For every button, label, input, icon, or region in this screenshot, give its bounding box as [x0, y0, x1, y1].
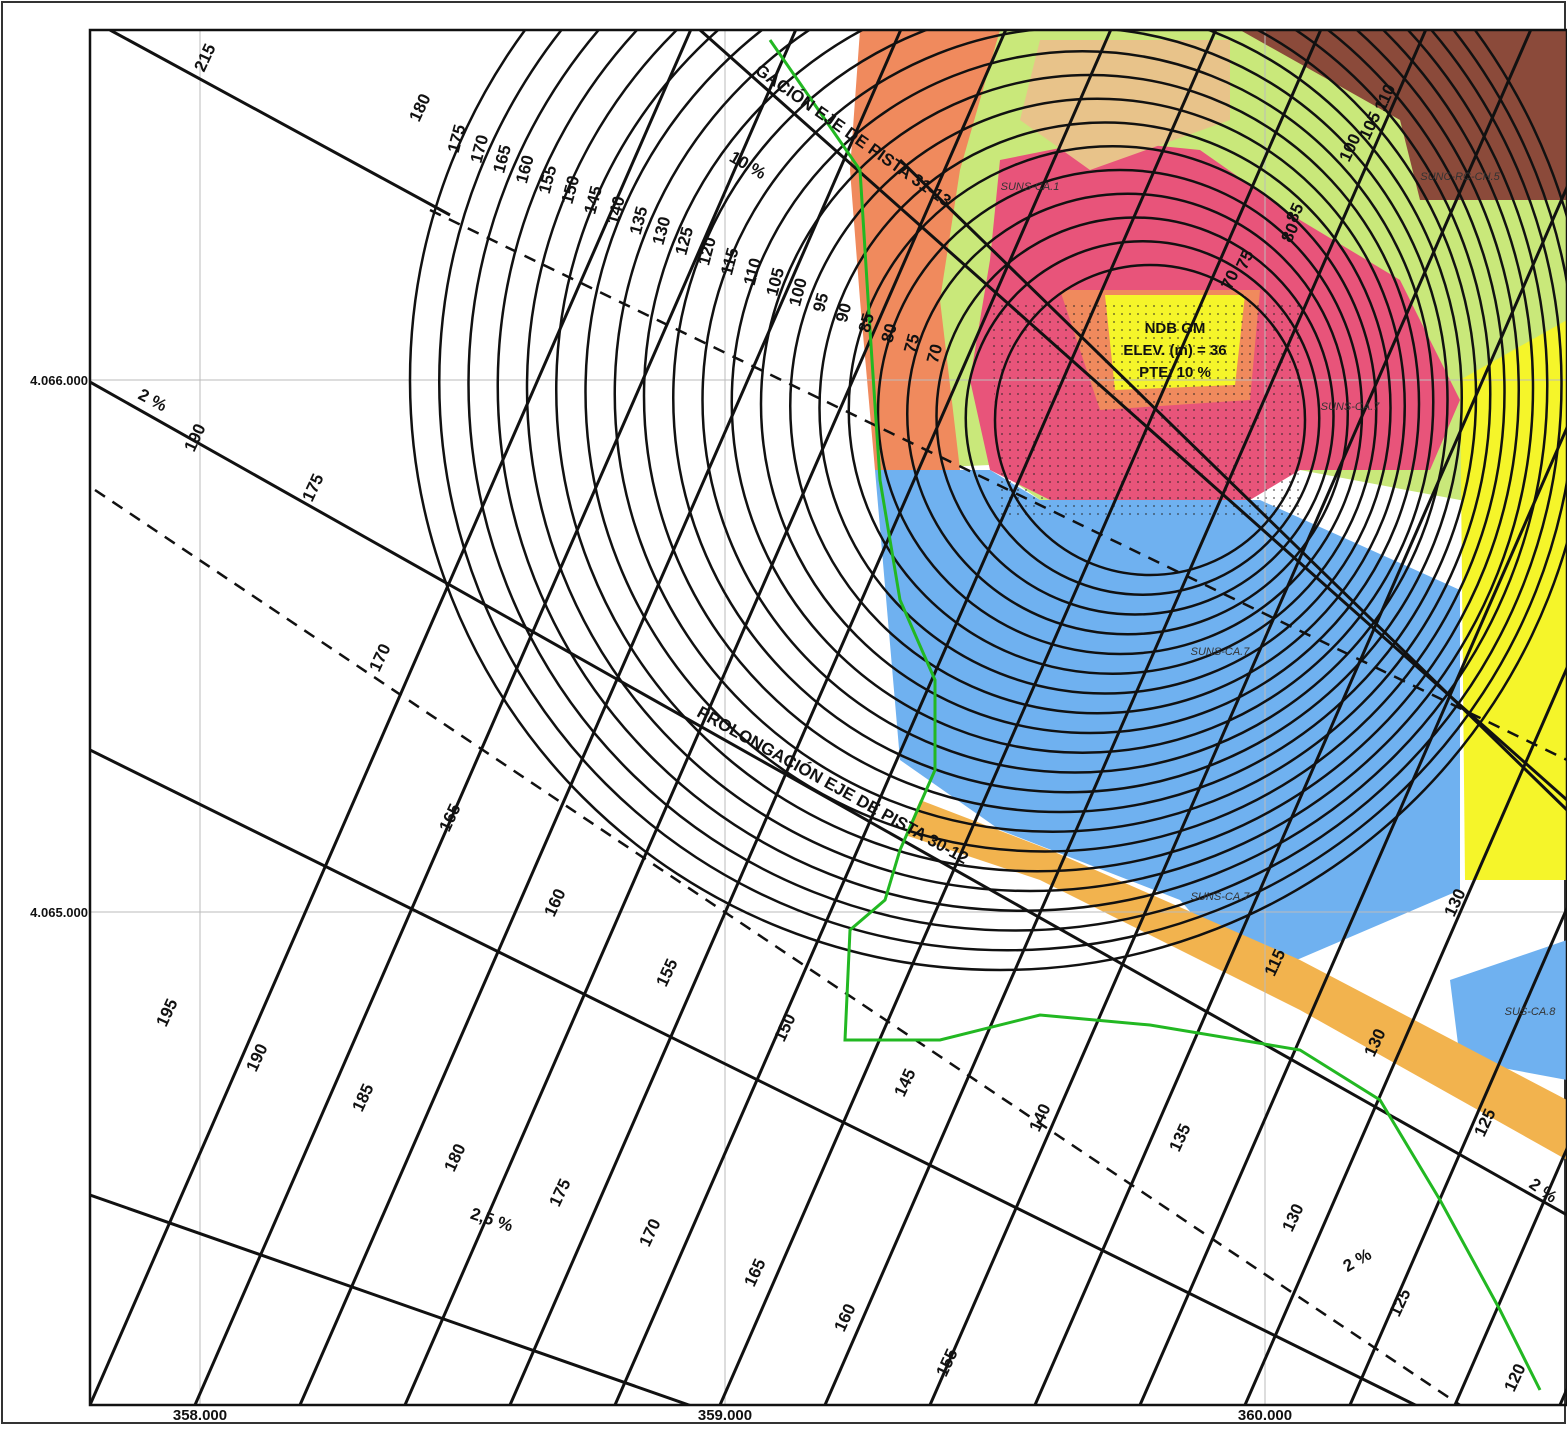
transverse-line	[1453, 1144, 1567, 1405]
ndb-label: NDB GM	[1145, 320, 1206, 337]
transverse-line	[508, 30, 1113, 1405]
ring-label: 75	[900, 332, 923, 355]
ring	[672, 30, 1463, 794]
ring	[818, 121, 1392, 695]
easting-label: 360.000	[1238, 1407, 1292, 1424]
ndb-label: ELEV. (m) = 36	[1123, 342, 1226, 359]
transverse-line	[90, 30, 693, 1405]
zone-label: SUNS-CA.7	[1321, 401, 1381, 413]
transverse-line	[1243, 664, 1567, 1405]
map-frame	[88, 28, 1567, 1407]
zone-label: SUNS-CA.7	[1191, 646, 1251, 658]
transverse-line	[298, 30, 903, 1405]
ring-label: 80	[878, 322, 901, 345]
ring	[730, 50, 1435, 754]
conical-surface-rings	[408, 30, 1567, 972]
ring	[701, 30, 1449, 774]
ring	[993, 263, 1307, 577]
ring	[613, 30, 1492, 833]
transverse-line	[823, 30, 1428, 1405]
easting-label: 359.000	[698, 1407, 752, 1424]
topo-grid	[90, 30, 1567, 1405]
ring	[584, 30, 1506, 853]
approach-surfaces	[90, 30, 1567, 1405]
transverse-line	[613, 30, 1218, 1405]
coordinate-labels: 358.000 359.000 360.000 4.066.000 4.065.000	[30, 373, 1292, 1424]
ring	[496, 30, 1549, 912]
transverse-line	[1033, 183, 1567, 1405]
ring	[876, 168, 1364, 656]
ndb-label: PTE. 10 %	[1139, 364, 1211, 381]
ring	[408, 30, 1567, 972]
northing-label: 4.065.000	[30, 905, 88, 920]
ring-label: 85	[855, 311, 878, 334]
easting-label: 358.000	[173, 1407, 227, 1424]
ring-label: 90	[832, 301, 855, 324]
ring	[789, 97, 1406, 715]
transverse-line	[403, 30, 1008, 1405]
northing-label: 4.066.000	[30, 373, 88, 388]
zone-label: SUNS-CA.7	[1191, 891, 1251, 903]
zone-label: SUNC-RC-CH.5	[1420, 171, 1500, 183]
ring	[525, 30, 1535, 893]
zone-label: SUNS-CA.1	[1001, 181, 1060, 193]
transverse-line	[718, 30, 1323, 1405]
transverse-line	[1348, 904, 1567, 1405]
ring	[467, 30, 1563, 932]
ring	[906, 192, 1349, 636]
ring	[555, 30, 1520, 873]
transverse-line	[928, 30, 1533, 1405]
ring-label: 95	[809, 291, 832, 314]
ring	[438, 30, 1567, 952]
ring	[964, 240, 1321, 596]
transverse-line	[1138, 423, 1567, 1405]
zone-label: SUS-CA.8	[1505, 1006, 1557, 1018]
ring-label: 70	[923, 342, 946, 365]
transverse-line	[193, 30, 798, 1405]
ring	[847, 145, 1378, 675]
boundary-line	[768, 39, 1542, 1391]
